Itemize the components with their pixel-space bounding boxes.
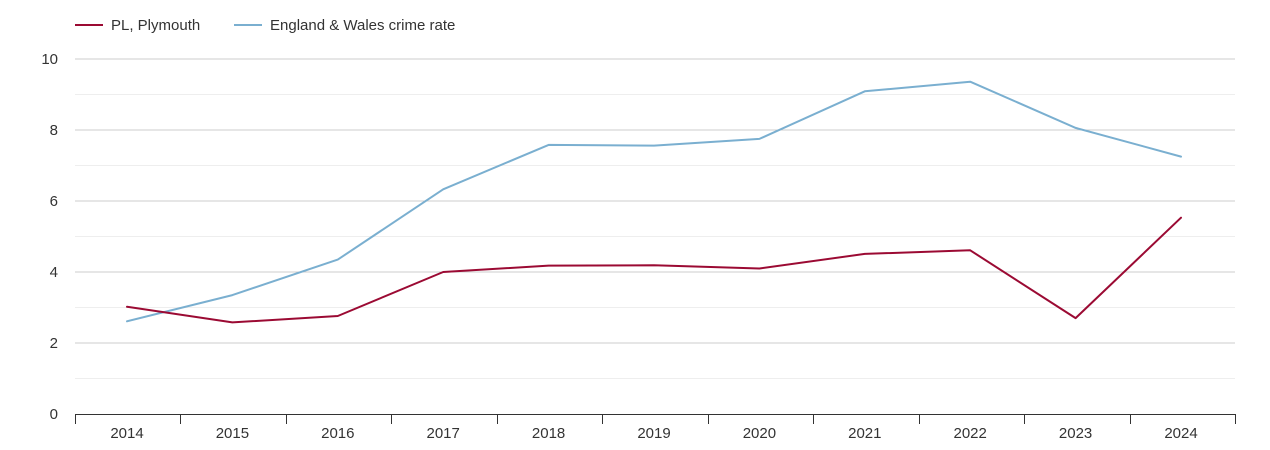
legend-item-plymouth[interactable]: PL, Plymouth (75, 17, 200, 34)
x-tick-label: 2015 (216, 425, 249, 442)
y-tick-label: 6 (50, 193, 58, 210)
series-lines (126, 80, 1182, 324)
x-tick-label: 2023 (1059, 425, 1092, 442)
x-axis: 2014 2015 2016 2017 2018 2019 2020 2021 2022 2023… (75, 414, 1236, 442)
x-tick-label: 2014 (110, 425, 143, 442)
x-tick-label: 2021 (848, 425, 881, 442)
y-tick-label: 2 (50, 335, 58, 352)
x-tick-label: 2016 (321, 425, 354, 442)
x-tick-label: 2022 (954, 425, 987, 442)
x-tick-label: 2017 (427, 425, 460, 442)
legend: PL, Plymouth England & Wales crime rate (75, 17, 455, 34)
y-tick-label: 0 (50, 406, 58, 423)
series-line-plymouth[interactable] (126, 216, 1182, 324)
x-tick-label: 2018 (532, 425, 565, 442)
gridlines (75, 58, 1235, 379)
legend-item-england-wales[interactable]: England & Wales crime rate (234, 17, 455, 34)
legend-label-england-wales: England & Wales crime rate (270, 17, 455, 34)
y-tick-label: 4 (50, 264, 58, 281)
x-tick-label: 2020 (743, 425, 776, 442)
y-tick-label: 8 (50, 122, 58, 139)
series-line-england-wales[interactable] (126, 80, 1182, 323)
y-axis: 0 2 4 6 8 10 (41, 51, 58, 423)
x-tick-label: 2019 (637, 425, 670, 442)
y-tick-label: 10 (41, 51, 58, 68)
x-tick-label: 2024 (1164, 425, 1197, 442)
legend-label-plymouth: PL, Plymouth (111, 17, 200, 34)
